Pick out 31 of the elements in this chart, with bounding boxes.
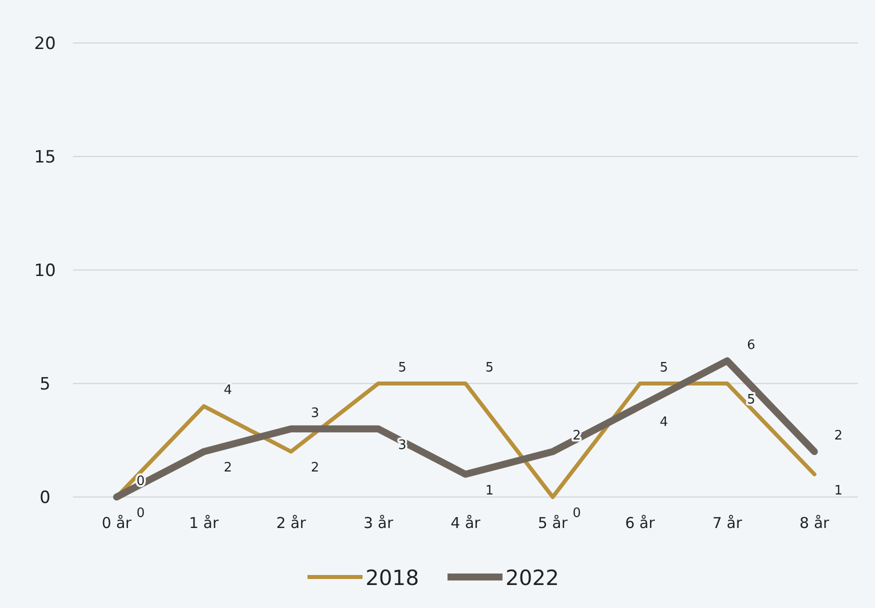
x-tick-label: 0 år: [102, 514, 132, 532]
data-label: 4: [660, 415, 668, 430]
x-tick-label: 8 år: [800, 514, 830, 532]
x-tick-label: 6 år: [625, 514, 656, 532]
x-tick-label: 7 år: [712, 514, 743, 532]
y-tick-label: 15: [34, 148, 56, 168]
x-tick-label: 4 år: [450, 514, 482, 532]
y-tick-label: 0: [40, 488, 50, 508]
data-label: 0: [136, 506, 145, 521]
legend-label: 2022: [506, 566, 559, 590]
data-label: 0: [572, 506, 581, 521]
data-label: 5: [747, 392, 756, 408]
data-label: 2: [834, 428, 843, 444]
data-label: 1: [485, 483, 494, 498]
x-tick-label: 3 år: [363, 514, 394, 532]
data-label: 2: [310, 460, 320, 476]
data-label: 5: [660, 360, 668, 376]
data-label: 2: [224, 460, 232, 476]
data-label: 6: [747, 338, 756, 353]
y-tick-label: 20: [34, 34, 56, 54]
y-tick-label: 10: [34, 261, 56, 281]
data-label: 1: [834, 483, 843, 498]
x-tick-label: 1 år: [188, 514, 220, 532]
data-label: 5: [485, 360, 494, 376]
data-label: 4: [224, 383, 232, 398]
y-tick-label: 5: [40, 374, 50, 394]
x-tick-label: 5 år: [538, 514, 568, 532]
data-label: 3: [310, 406, 320, 421]
data-label: 5: [398, 360, 406, 376]
legend-label: 2018: [366, 566, 419, 590]
x-tick-label: 2 år: [276, 514, 307, 532]
